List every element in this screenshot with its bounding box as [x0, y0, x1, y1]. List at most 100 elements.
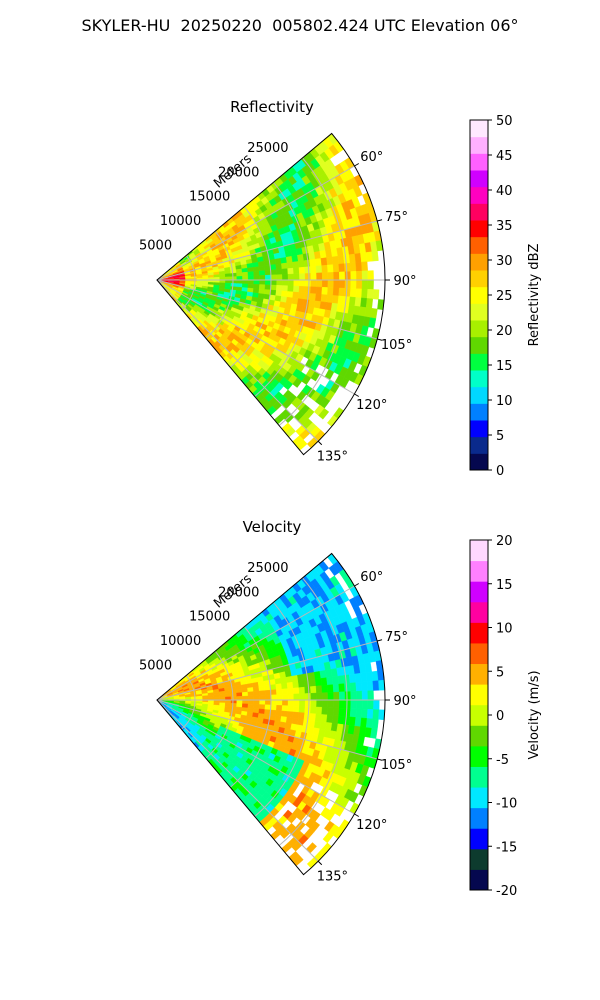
reflectivity-field-cell	[275, 290, 283, 297]
reflectivity-colorbar-band	[470, 203, 488, 221]
velocity-field-cell	[334, 805, 345, 817]
velocity-range-tick-label: 5000	[139, 659, 172, 674]
velocity-field-cell	[337, 675, 345, 685]
velocity-colorbar-tick-label: -5	[496, 753, 509, 768]
reflectivity-field-cell	[343, 296, 351, 306]
reflectivity-field-cell	[230, 276, 238, 281]
reflectivity-field-cell	[327, 279, 334, 288]
reflectivity-range-ring	[254, 181, 310, 397]
velocity-colorbar-tick-label: 5	[496, 665, 504, 680]
reflectivity-field-cell	[276, 274, 283, 281]
velocity-field-cell	[293, 687, 300, 695]
velocity-colorbar-band	[470, 848, 488, 870]
velocity-field-cell	[370, 728, 378, 739]
velocity-field-cell	[315, 706, 323, 715]
velocity-colorbar-tick-label: -15	[496, 840, 517, 855]
reflectivity-colorbar-band	[470, 320, 488, 338]
velocity-colorbar-band	[470, 642, 488, 665]
reflectivity-field-cell	[361, 288, 368, 299]
velocity-field-cell	[276, 699, 283, 706]
velocity-field-cell	[337, 715, 345, 725]
velocity-field-cell	[241, 691, 249, 697]
velocity-field-cell	[348, 716, 356, 727]
reflectivity-field-cell	[332, 287, 340, 297]
reflectivity-field-cell	[292, 291, 300, 299]
reflectivity-field-cell	[253, 279, 260, 285]
velocity-field-cell	[219, 693, 226, 698]
reflectivity-field-cell	[282, 279, 289, 286]
reflectivity-field-cell	[333, 279, 340, 289]
velocity-range-tick-label: 15000	[189, 610, 230, 625]
reflectivity-field-cell	[356, 279, 363, 290]
velocity-field-cell	[373, 699, 380, 710]
reflectivity-field-cell	[253, 270, 260, 276]
velocity-field-cell	[276, 694, 283, 701]
velocity-field-cell	[372, 680, 380, 691]
reflectivity-field-cell	[337, 255, 345, 265]
reflectivity-field-cell	[321, 264, 329, 273]
velocity-field-cell	[270, 704, 277, 711]
velocity-field-cell	[326, 714, 334, 724]
velocity-field-cell	[355, 708, 363, 719]
velocity-field-cell	[247, 687, 254, 693]
velocity-colorbar-band	[470, 704, 488, 726]
reflectivity-field-cell	[242, 279, 249, 285]
reflectivity-field-cell	[258, 265, 266, 272]
reflectivity-field-cell	[344, 262, 351, 273]
velocity-azimuth-tick	[354, 813, 360, 817]
velocity-field-cell	[281, 682, 288, 690]
reflectivity-field-cell	[293, 273, 300, 281]
velocity-field-cell	[332, 707, 340, 717]
reflectivity-field-cell	[291, 297, 299, 305]
velocity-colorbar-band	[470, 560, 488, 582]
velocity-colorbar-tick-label: -20	[496, 884, 517, 899]
velocity-field-cell	[350, 699, 357, 709]
reflectivity-field-cell	[370, 308, 378, 319]
reflectivity-colorbar-band	[470, 353, 488, 371]
velocity-field-cell	[298, 686, 306, 694]
reflectivity-field-cell	[281, 285, 289, 292]
reflectivity-field-cell	[310, 370, 321, 382]
reflectivity-field-cell	[303, 292, 311, 301]
reflectivity-field-cell	[247, 279, 255, 285]
velocity-field-cell	[320, 677, 328, 686]
reflectivity-field-cell	[343, 254, 351, 264]
velocity-azimuth-spoke	[156, 699, 378, 760]
reflectivity-field-cell	[276, 268, 283, 275]
velocity-field-cell	[355, 681, 363, 692]
velocity-field-cell	[327, 684, 334, 693]
reflectivity-field-cell	[304, 279, 312, 287]
velocity-field-cell	[315, 713, 322, 722]
velocity-field-cell	[331, 715, 339, 725]
velocity-field-cell	[264, 704, 272, 711]
velocity-field-cell	[310, 685, 317, 694]
velocity-field-cell	[258, 690, 266, 696]
velocity-field-cell	[315, 685, 323, 694]
velocity-field-cell	[259, 695, 266, 701]
velocity-colorbar-band	[470, 622, 488, 644]
reflectivity-colorbar-band	[470, 136, 488, 154]
reflectivity-colorbar-tick-label: 40	[496, 184, 513, 199]
reflectivity-field-cell	[298, 292, 305, 300]
velocity-field-cell	[316, 692, 323, 701]
reflectivity-field-cell	[298, 266, 306, 274]
figure-title: SKYLER-HU 20250220 005802.424 UTC Elevat…	[81, 16, 519, 35]
velocity-colorbar-band	[470, 581, 488, 603]
velocity-field-cell	[270, 689, 277, 696]
velocity-field-cell	[258, 685, 266, 692]
velocity-colorbar-tick-label: 0	[496, 709, 504, 724]
reflectivity-azimuth-spoke	[156, 279, 319, 442]
reflectivity-field-cell	[247, 283, 255, 289]
velocity-colorbar-tick-label: 10	[496, 622, 513, 637]
reflectivity-colorbar-band	[470, 303, 488, 321]
velocity-range-tick-label: 10000	[160, 634, 201, 649]
velocity-azimuth-spoke	[156, 699, 355, 815]
reflectivity-field-cell	[299, 273, 306, 281]
velocity-range-ring	[254, 601, 310, 817]
velocity-field-cell	[304, 699, 312, 707]
reflectivity-range-ring	[205, 230, 234, 339]
reflectivity-colorbar-label: Reflectivity dBZ	[527, 244, 542, 347]
velocity-field-cell	[274, 677, 282, 685]
reflectivity-field-cell	[361, 279, 369, 290]
velocity-colorbar-label: Velocity (m/s)	[527, 670, 542, 759]
